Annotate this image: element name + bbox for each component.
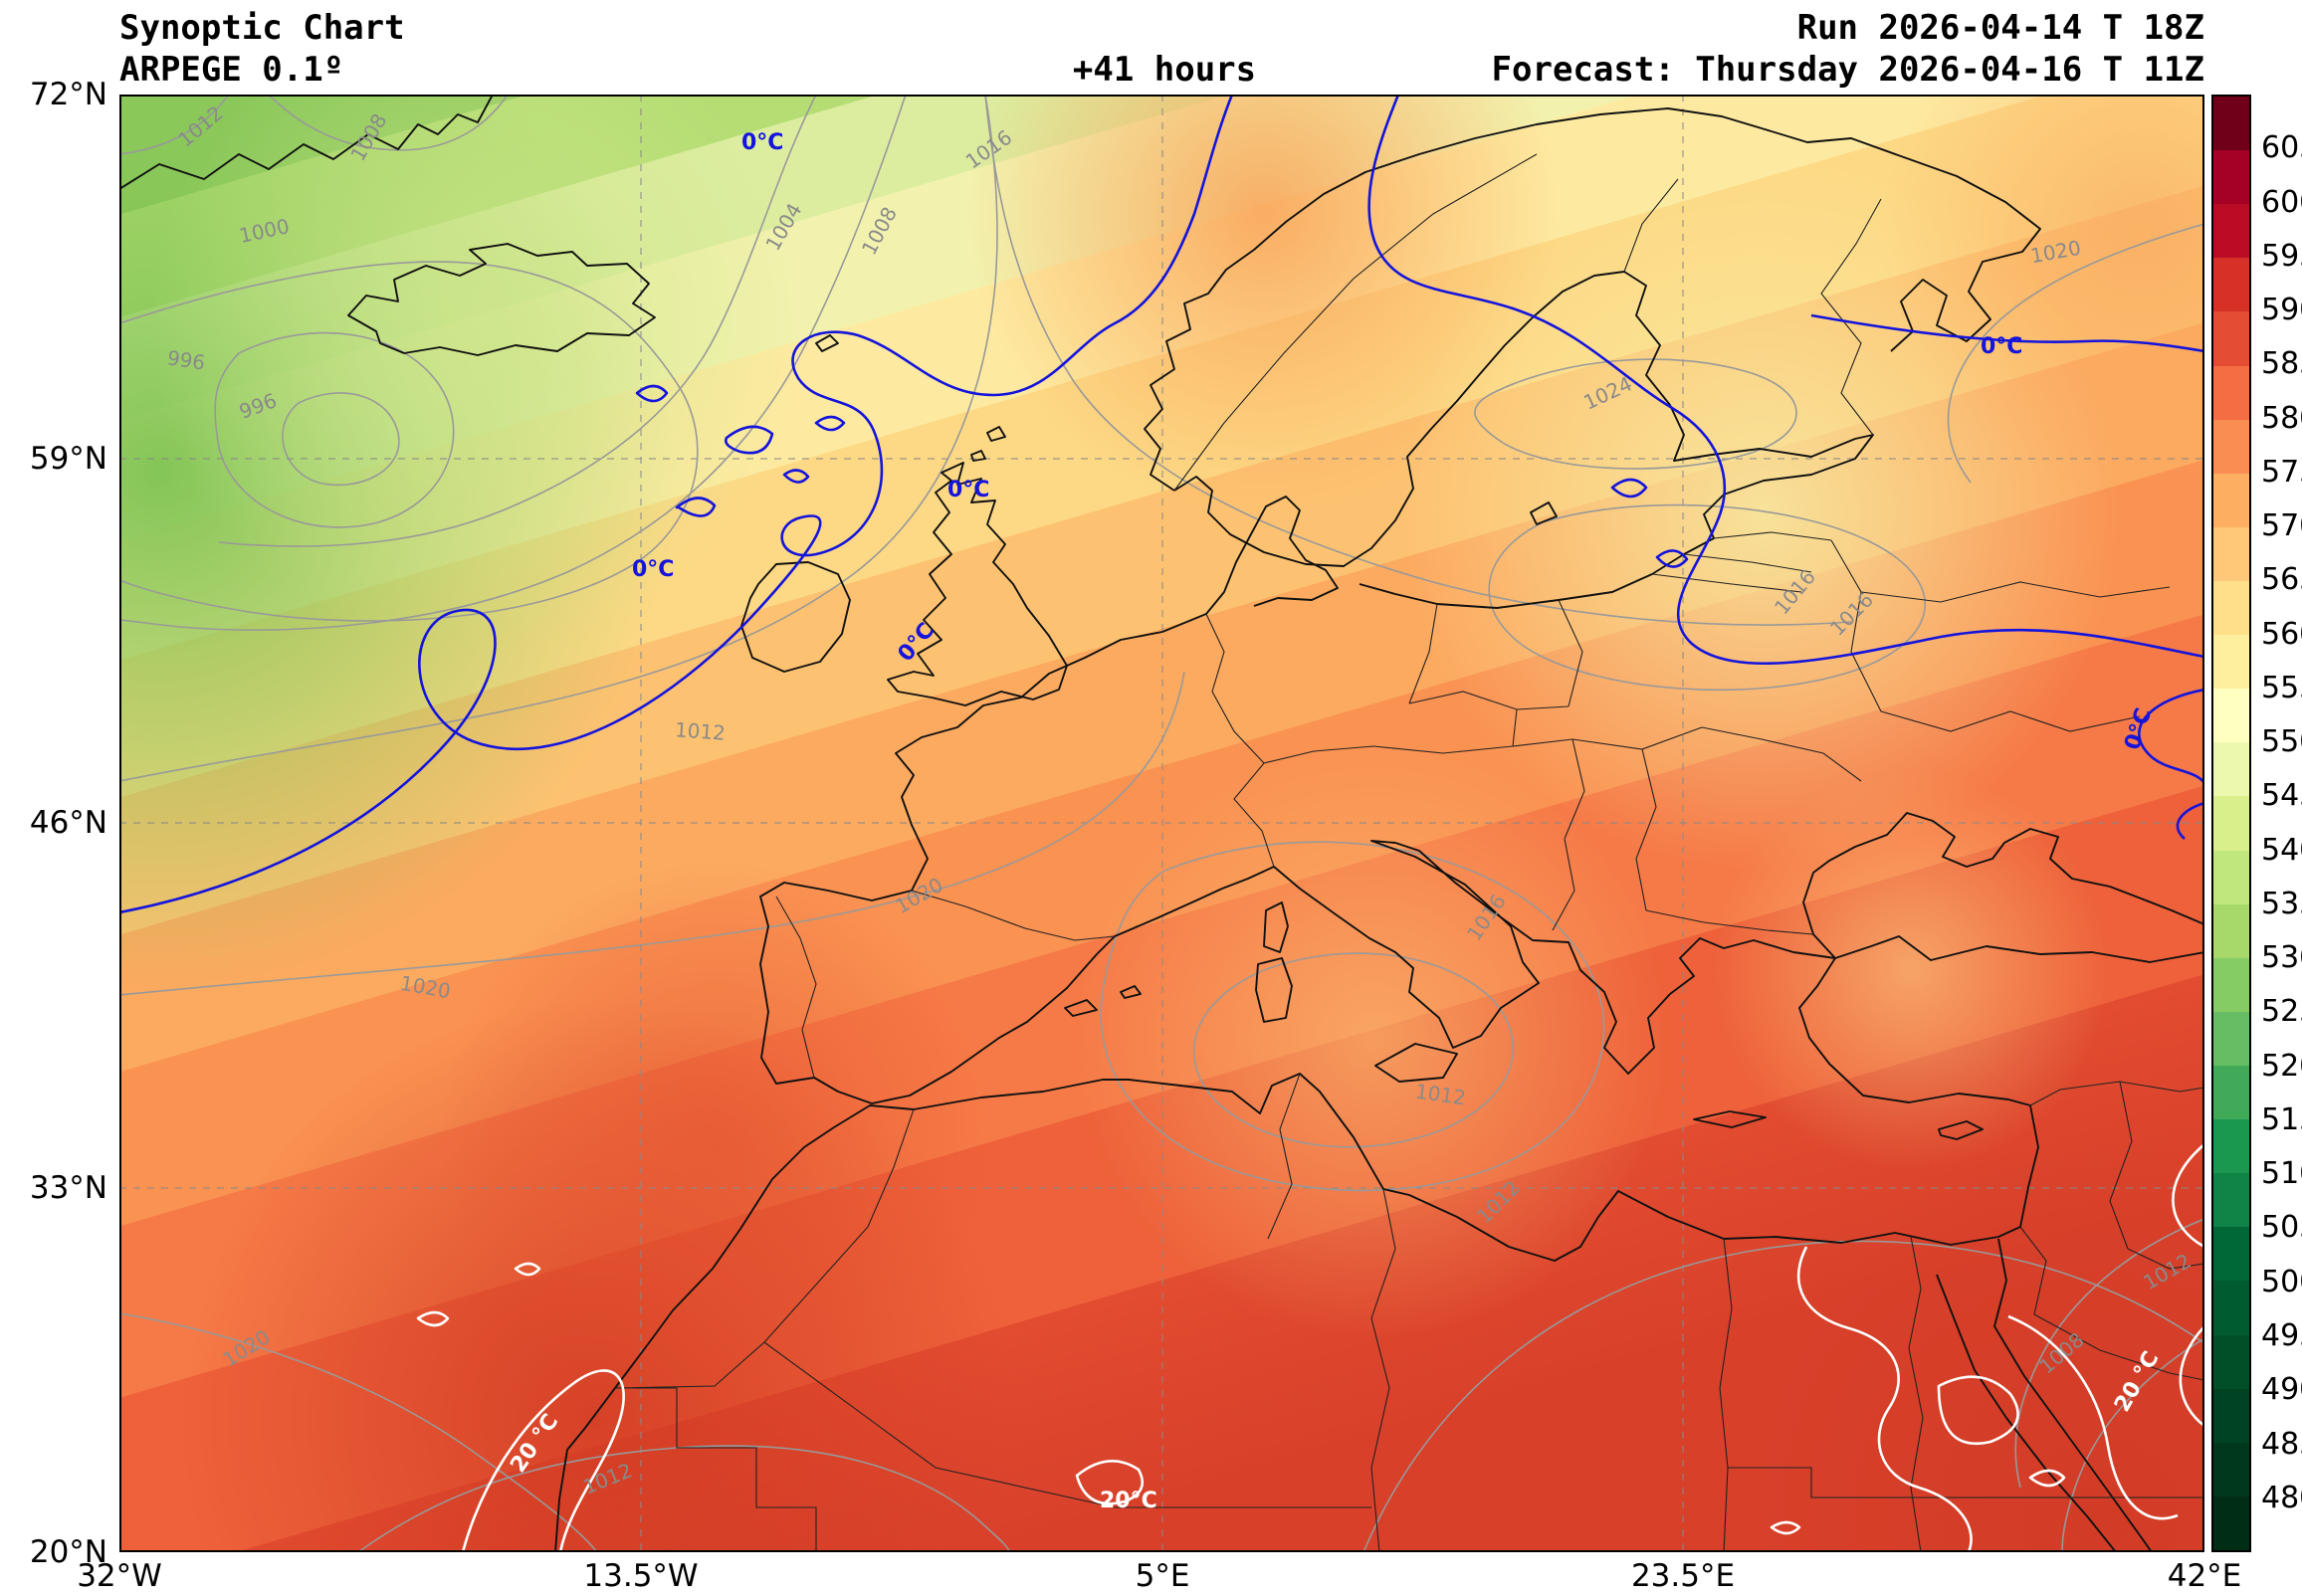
coastlines [119,95,2204,1552]
colorbar-segment [2213,1119,2249,1174]
x-tick-label: 5°E [1135,1558,1190,1594]
colorbar-tick-label: 590 [2261,293,2302,327]
colorbar-segment [2213,580,2249,636]
forecast-label: Forecast: Thursday 2026-04-16 T 11Z [1491,50,2204,90]
colorbar-segment [2213,1496,2249,1550]
colorbar-tick-label: 530 [2261,940,2302,976]
country-borders [614,153,2204,1552]
colorbar-segment [2213,742,2249,797]
colorbar-segment [2213,1388,2249,1443]
colorbar-segment [2213,97,2249,151]
colorbar-segment [2213,1173,2249,1228]
y-tick-label: 72°N [29,77,107,112]
colorbar-segment [2213,1227,2249,1282]
colorbar-tick-label: 480 [2261,1480,2302,1515]
colorbar-segment [2213,258,2249,312]
colorbar-tick-label: 495 [2261,1318,2302,1353]
colorbar-tick-label: 490 [2261,1372,2302,1408]
colorbar-segment [2213,365,2249,420]
x-tick-label: 23.5°E [1630,1558,1736,1594]
colorbar-tick-label: 515 [2261,1101,2302,1137]
colorbar-tick-label: 485 [2261,1426,2302,1462]
colorbar [2211,95,2251,1552]
colorbar-segment [2213,1011,2249,1066]
lead-time-label: +41 hours [1072,50,1257,90]
y-tick-label: 20°N [29,1534,107,1570]
x-tick-label: 32°W [77,1558,162,1594]
colorbar-tick-label: 605 [2261,130,2302,166]
colorbar-segment [2213,796,2249,851]
colorbar-tick-label: 545 [2261,778,2302,814]
x-tick-label: 13.5°W [583,1558,699,1594]
colorbar-segment [2213,473,2249,527]
page-title: Synoptic Chart [119,8,405,48]
colorbar-segment [2213,1442,2249,1496]
colorbar-tick-label: 580 [2261,400,2302,436]
colorbar-segment [2213,1334,2249,1389]
colorbar-tick-label: 540 [2261,832,2302,868]
colorbar-tick-label: 535 [2261,886,2302,921]
colorbar-tick-label: 555 [2261,670,2302,705]
warm-isotherm-contours [416,1143,2204,1552]
colorbar-labels: 605 600 595 590 585 580 575 570 565 560 555 550 545 5… [2261,95,2302,1552]
colorbar-tick-label: 600 [2261,184,2302,220]
colorbar-segment [2213,150,2249,205]
colorbar-tick-label: 570 [2261,508,2302,544]
colorbar-segment [2213,635,2249,690]
isobar-contours [119,95,2204,1552]
y-tick-label: 46°N [29,805,107,841]
map-area: 1012 1008 1000 996 996 1016 1004 1008 10… [119,95,2204,1552]
y-tick-label: 59°N [29,441,107,477]
colorbar-tick-label: 560 [2261,616,2302,652]
run-label: Run 2026-04-14 T 18Z [1796,8,2204,48]
colorbar-segment [2213,204,2249,259]
x-tick-label: 42°E [2167,1558,2242,1594]
y-tick-label: 33°N [29,1170,107,1206]
colorbar-tick-label: 575 [2261,454,2302,490]
colorbar-tick-label: 500 [2261,1264,2302,1299]
colorbar-tick-label: 565 [2261,562,2302,598]
colorbar-tick-label: 505 [2261,1210,2302,1246]
colorbar-tick-label: 595 [2261,238,2302,274]
colorbar-tick-label: 510 [2261,1156,2302,1192]
colorbar-segment [2213,1065,2249,1120]
colorbar-tick-label: 520 [2261,1048,2302,1084]
model-label: ARPEGE 0.1º [119,50,344,90]
zero-isotherm-contours [119,95,2204,914]
colorbar-segment [2213,903,2249,958]
colorbar-tick-label: 550 [2261,724,2302,760]
colorbar-segment [2213,311,2249,366]
colorbar-segment [2213,689,2249,743]
colorbar-segment [2213,1281,2249,1335]
map-frame [119,95,2204,1552]
colorbar-segment [2213,957,2249,1012]
colorbar-tick-label: 585 [2261,346,2302,382]
colorbar-segment [2213,419,2249,474]
map-canvas [119,95,2204,1552]
colorbar-segment [2213,526,2249,581]
colorbar-segment [2213,850,2249,904]
colorbar-tick-label: 525 [2261,994,2302,1030]
